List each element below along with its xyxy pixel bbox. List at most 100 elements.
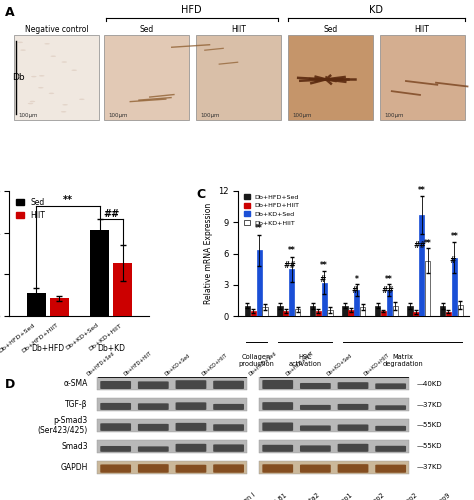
- Bar: [413, 312, 419, 316]
- Circle shape: [39, 75, 45, 76]
- Text: #: #: [352, 286, 358, 295]
- Text: *: *: [355, 275, 359, 284]
- FancyBboxPatch shape: [213, 444, 244, 452]
- FancyBboxPatch shape: [213, 424, 244, 431]
- Text: Db+HFD+HIIT: Db+HFD+HIIT: [285, 350, 315, 377]
- Text: KD: KD: [369, 5, 383, 15]
- Bar: [259, 419, 410, 432]
- Circle shape: [72, 70, 77, 71]
- FancyBboxPatch shape: [337, 464, 368, 473]
- Circle shape: [18, 42, 23, 43]
- Text: —37KD: —37KD: [416, 464, 442, 470]
- FancyBboxPatch shape: [262, 380, 293, 389]
- FancyBboxPatch shape: [100, 424, 131, 431]
- Text: **: **: [288, 246, 296, 254]
- Circle shape: [20, 50, 26, 51]
- Text: ##: ##: [414, 242, 427, 250]
- Text: —55KD: —55KD: [416, 422, 442, 428]
- FancyBboxPatch shape: [300, 405, 331, 410]
- Text: Sed: Sed: [323, 25, 337, 34]
- FancyBboxPatch shape: [175, 402, 206, 410]
- Text: Acta2: Acta2: [302, 492, 321, 500]
- Circle shape: [51, 56, 56, 57]
- FancyBboxPatch shape: [175, 380, 206, 389]
- Text: **: **: [63, 196, 73, 205]
- Bar: [425, 261, 430, 316]
- FancyBboxPatch shape: [375, 406, 406, 410]
- Text: A: A: [5, 6, 15, 20]
- FancyBboxPatch shape: [337, 382, 368, 389]
- Text: Db+HFD+HIIT: Db+HFD+HIIT: [123, 350, 153, 377]
- Bar: [90, 230, 109, 316]
- Bar: [381, 311, 386, 316]
- Bar: [387, 290, 392, 316]
- FancyBboxPatch shape: [337, 424, 368, 431]
- FancyBboxPatch shape: [213, 380, 244, 389]
- Bar: [457, 304, 463, 316]
- Text: 100μm: 100μm: [18, 113, 38, 118]
- Bar: [295, 310, 300, 316]
- Bar: [259, 377, 410, 390]
- Bar: [259, 440, 410, 453]
- Bar: [97, 398, 247, 411]
- Bar: [97, 461, 247, 474]
- FancyBboxPatch shape: [300, 383, 331, 389]
- Bar: [310, 306, 315, 316]
- Text: α-SMA: α-SMA: [63, 379, 88, 388]
- Bar: [251, 311, 256, 316]
- Bar: [408, 306, 413, 316]
- Bar: [263, 307, 268, 316]
- Circle shape: [62, 62, 67, 63]
- Bar: [50, 298, 69, 316]
- Circle shape: [61, 111, 66, 112]
- Bar: [322, 283, 327, 316]
- FancyBboxPatch shape: [262, 422, 293, 431]
- Text: Db+HFD+Sed: Db+HFD+Sed: [0, 322, 36, 354]
- Text: #: #: [319, 275, 326, 284]
- Bar: [256, 250, 262, 316]
- Bar: [277, 306, 283, 316]
- Text: Db+KD+HIIT: Db+KD+HIIT: [363, 352, 391, 377]
- Text: HSC
activation: HSC activation: [289, 354, 322, 367]
- Text: **: **: [450, 232, 458, 241]
- FancyBboxPatch shape: [262, 464, 293, 473]
- Text: HIIT: HIIT: [231, 25, 246, 34]
- Circle shape: [31, 76, 36, 78]
- Text: 100μm: 100μm: [201, 113, 220, 118]
- FancyBboxPatch shape: [262, 445, 293, 452]
- Text: Mmp2: Mmp2: [399, 492, 419, 500]
- Text: **: **: [418, 186, 426, 195]
- Text: p-Smad3
(Ser423/425): p-Smad3 (Ser423/425): [37, 416, 88, 435]
- FancyBboxPatch shape: [100, 381, 131, 389]
- FancyBboxPatch shape: [104, 35, 189, 120]
- FancyBboxPatch shape: [300, 426, 331, 431]
- FancyBboxPatch shape: [300, 446, 331, 452]
- Text: Db+HFD+HIIT: Db+HFD+HIIT: [20, 322, 59, 354]
- Text: **: **: [424, 240, 431, 248]
- FancyBboxPatch shape: [138, 382, 169, 389]
- Text: Db+KD+Sed: Db+KD+Sed: [164, 353, 191, 377]
- Bar: [113, 263, 132, 316]
- FancyBboxPatch shape: [175, 444, 206, 452]
- Text: Smad3: Smad3: [61, 442, 88, 451]
- FancyBboxPatch shape: [100, 403, 131, 410]
- Circle shape: [49, 92, 54, 94]
- Text: Db: Db: [12, 73, 24, 82]
- FancyBboxPatch shape: [375, 384, 406, 389]
- FancyBboxPatch shape: [138, 446, 169, 452]
- Text: HIIT: HIIT: [415, 25, 429, 34]
- Text: **: **: [255, 224, 263, 232]
- Bar: [452, 258, 457, 316]
- Bar: [259, 461, 410, 474]
- Text: 100μm: 100μm: [384, 113, 404, 118]
- Bar: [446, 312, 451, 316]
- Text: ##: ##: [103, 210, 119, 220]
- Bar: [375, 306, 380, 316]
- Bar: [97, 419, 247, 432]
- Bar: [259, 398, 410, 411]
- Circle shape: [30, 100, 35, 102]
- Bar: [97, 377, 247, 390]
- Text: **: **: [320, 260, 328, 270]
- Circle shape: [45, 43, 50, 44]
- FancyBboxPatch shape: [300, 464, 331, 473]
